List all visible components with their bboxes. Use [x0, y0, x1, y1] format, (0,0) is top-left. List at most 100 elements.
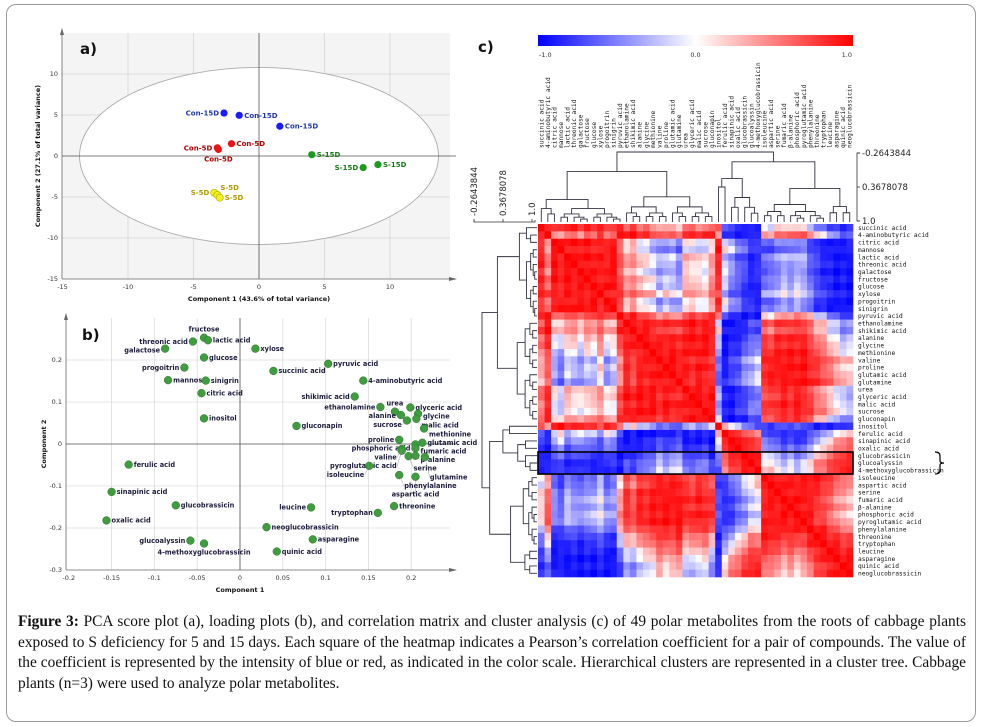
- row-label: β-alanine: [858, 504, 892, 511]
- heatmap-cell: [669, 562, 677, 570]
- heatmap-cell: [826, 437, 834, 445]
- heatmap-cell: [787, 459, 795, 467]
- heatmap-cell: [649, 385, 657, 394]
- heatmap-cell: [820, 451, 828, 460]
- loading-point: [203, 336, 213, 345]
- heatmap-cell: [728, 349, 736, 357]
- heatmap-cell: [702, 268, 709, 276]
- row-label: 4-methoxyglucobrassicin: [858, 468, 944, 475]
- heatmap-cell: [767, 429, 775, 438]
- heatmap-cell: [649, 437, 657, 445]
- heatmap-cell: [629, 260, 637, 269]
- heatmap-cell: [787, 224, 795, 232]
- heatmap-cell: [557, 341, 565, 350]
- column-label: lactic acid: [565, 107, 572, 148]
- heatmap-cell: [570, 459, 578, 467]
- score-point-label: S-5D: [225, 194, 244, 202]
- figure-frame: [6, 4, 976, 722]
- heatmap-cell: [629, 569, 637, 578]
- heatmap-cell: [656, 451, 663, 460]
- heatmap-cell: [741, 378, 749, 387]
- heatmap-cell: [833, 326, 841, 335]
- heatmap-cell: [544, 356, 552, 365]
- heatmap-cell: [715, 253, 723, 262]
- heatmap-cell: [629, 415, 637, 423]
- heatmap-cell: [761, 304, 768, 313]
- heatmap-cell: [826, 540, 834, 548]
- heatmap-cell: [669, 547, 677, 556]
- heatmap-cell: [787, 415, 795, 423]
- heatmap-cell: [557, 371, 565, 379]
- heatmap-cell: [688, 297, 696, 306]
- heatmap-cell: [774, 393, 782, 401]
- heatmap-cell: [623, 378, 631, 387]
- heatmap-cell: [577, 510, 585, 519]
- heatmap-cell: [702, 246, 709, 254]
- heatmap-cell: [833, 532, 841, 541]
- heatmap-cell: [793, 385, 801, 394]
- row-label: glutamine: [858, 379, 892, 386]
- heatmap-cell: [570, 474, 578, 482]
- heatmap-cell: [643, 363, 650, 372]
- heatmap-cell: [715, 319, 723, 328]
- heatmap-cell: [748, 393, 755, 401]
- y-axis-label: Component 2 (27.1% of total variance): [34, 85, 42, 227]
- loading-point: [102, 516, 111, 525]
- heatmap-cell: [649, 304, 657, 313]
- heatmap-cell: [839, 268, 847, 276]
- loading-point: [107, 487, 116, 497]
- heatmap-cell: [557, 407, 565, 416]
- heatmap-cell: [669, 525, 677, 534]
- heatmap-cell: [570, 312, 578, 320]
- heatmap-cell: [702, 481, 709, 490]
- heatmap-cell: [662, 525, 670, 534]
- heatmap-cell: [557, 525, 565, 534]
- heatmap-cell: [662, 510, 670, 519]
- heatmap-cell: [623, 224, 631, 232]
- heatmap-cell: [721, 268, 729, 276]
- heatmap-cell: [807, 253, 814, 262]
- heatmap-cell: [656, 481, 663, 490]
- heatmap-cell: [590, 275, 598, 284]
- heatmap-cell: [688, 474, 696, 482]
- heatmap-cell: [590, 224, 598, 232]
- heatmap-cell: [793, 451, 801, 460]
- heatmap-cell: [708, 319, 716, 328]
- heatmap-cell: [846, 547, 854, 556]
- heatmap-cell: [649, 562, 657, 570]
- heatmap-cell: [715, 466, 723, 475]
- heatmap-cell: [649, 334, 657, 342]
- heatmap-cell: [780, 282, 788, 291]
- heatmap-cell: [583, 341, 591, 350]
- heatmap-cell: [728, 518, 736, 526]
- heatmap-cell: [557, 554, 565, 563]
- heatmap-cell: [583, 393, 591, 401]
- heatmap-cell: [695, 466, 703, 475]
- heatmap-cell: [669, 496, 677, 504]
- heatmap-cell: [800, 451, 808, 460]
- heatmap-cell: [820, 400, 828, 409]
- heatmap-cell: [761, 260, 768, 269]
- heatmap-cell: [715, 297, 723, 306]
- heatmap-cell: [544, 224, 552, 232]
- heatmap-cell: [826, 569, 834, 578]
- heatmap-cell: [715, 415, 723, 423]
- heatmap-cell: [761, 532, 768, 541]
- heatmap-cell: [603, 319, 611, 328]
- score-point-label: Con-5D: [184, 144, 213, 152]
- label-leader-line: [416, 418, 422, 426]
- heatmap-cell: [741, 297, 749, 306]
- heatmap-cell: [564, 510, 572, 519]
- heatmap-cell: [767, 496, 775, 504]
- heatmap-cell: [754, 518, 762, 526]
- heatmap-cell: [702, 326, 709, 335]
- row-label: phenylalanine: [858, 526, 907, 533]
- heatmap-cell: [761, 429, 768, 438]
- loading-point-label: methionine: [429, 430, 472, 438]
- heatmap-cell: [583, 363, 591, 372]
- heatmap-cell: [839, 275, 847, 284]
- top-dendrogram-branch: [695, 212, 710, 217]
- heatmap-cell: [583, 562, 591, 570]
- heatmap-cell: [590, 349, 598, 357]
- heatmap-cell: [754, 304, 762, 313]
